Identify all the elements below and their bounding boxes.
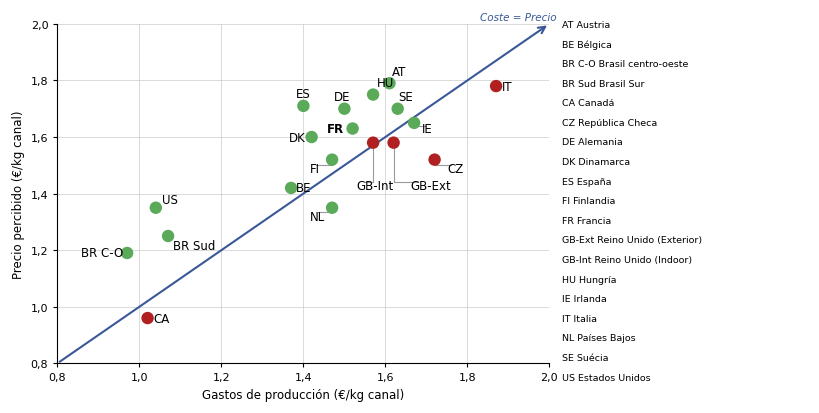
Text: CZ República Checa: CZ República Checa bbox=[561, 119, 656, 128]
Text: IE Irlanda: IE Irlanda bbox=[561, 294, 606, 304]
Text: CZ: CZ bbox=[446, 162, 463, 175]
Text: BR C-O: BR C-O bbox=[80, 247, 123, 260]
Text: DE: DE bbox=[333, 91, 351, 104]
Text: BE: BE bbox=[296, 182, 311, 195]
Text: DE Alemania: DE Alemania bbox=[561, 138, 622, 147]
Text: ES España: ES España bbox=[561, 177, 610, 186]
Text: SE Suécia: SE Suécia bbox=[561, 353, 608, 362]
Point bbox=[428, 157, 441, 164]
Text: FR Francia: FR Francia bbox=[561, 216, 610, 225]
Point bbox=[382, 81, 396, 88]
Text: BR Sud: BR Sud bbox=[173, 239, 215, 252]
Text: FR: FR bbox=[327, 123, 344, 136]
Text: US: US bbox=[161, 194, 178, 207]
Point bbox=[305, 134, 318, 141]
Point bbox=[346, 126, 359, 133]
Text: DK Dinamarca: DK Dinamarca bbox=[561, 158, 629, 166]
Text: AT Austria: AT Austria bbox=[561, 21, 609, 30]
Point bbox=[366, 92, 379, 99]
Point bbox=[391, 106, 404, 113]
Text: AT: AT bbox=[391, 65, 405, 78]
Point bbox=[284, 185, 297, 192]
Point bbox=[366, 140, 379, 147]
Text: IE: IE bbox=[422, 123, 432, 136]
Text: HU Hungría: HU Hungría bbox=[561, 275, 615, 284]
X-axis label: Gastos de producción (€/kg canal): Gastos de producción (€/kg canal) bbox=[202, 388, 404, 401]
Point bbox=[149, 205, 162, 211]
Text: GB-Ext Reino Unido (Exterior): GB-Ext Reino Unido (Exterior) bbox=[561, 236, 701, 245]
Text: CA Canadá: CA Canadá bbox=[561, 99, 613, 108]
Point bbox=[407, 120, 420, 127]
Text: US Estados Unidos: US Estados Unidos bbox=[561, 373, 649, 382]
Text: IT: IT bbox=[501, 81, 512, 93]
Point bbox=[387, 140, 400, 147]
Point bbox=[325, 205, 338, 211]
Text: BR Sud Brasil Sur: BR Sud Brasil Sur bbox=[561, 79, 644, 88]
Text: DK: DK bbox=[288, 131, 305, 144]
Text: IT Italia: IT Italia bbox=[561, 314, 596, 323]
Text: CA: CA bbox=[153, 312, 170, 325]
Text: Coste = Precio: Coste = Precio bbox=[479, 13, 555, 24]
Y-axis label: Precio percibido (€/kg canal): Precio percibido (€/kg canal) bbox=[12, 110, 25, 278]
Text: BR C-O Brasil centro-oeste: BR C-O Brasil centro-oeste bbox=[561, 60, 687, 69]
Point bbox=[161, 233, 174, 240]
Text: NL: NL bbox=[310, 210, 324, 223]
Text: GB-Ext: GB-Ext bbox=[410, 179, 450, 192]
Text: ES: ES bbox=[296, 88, 310, 100]
Point bbox=[325, 157, 338, 164]
Text: HU: HU bbox=[377, 77, 394, 90]
Point bbox=[296, 103, 310, 110]
Text: SE: SE bbox=[398, 91, 413, 104]
Point bbox=[141, 315, 154, 322]
Text: FI: FI bbox=[310, 162, 319, 175]
Text: GB-Int Reino Unido (Indoor): GB-Int Reino Unido (Indoor) bbox=[561, 255, 691, 264]
Point bbox=[120, 250, 133, 257]
Text: GB-Int: GB-Int bbox=[356, 179, 393, 192]
Text: BE Bélgica: BE Bélgica bbox=[561, 40, 611, 50]
Point bbox=[489, 83, 502, 90]
Text: FI Finlandia: FI Finlandia bbox=[561, 197, 614, 206]
Point bbox=[337, 106, 351, 113]
Text: NL Países Bajos: NL Países Bajos bbox=[561, 334, 635, 343]
